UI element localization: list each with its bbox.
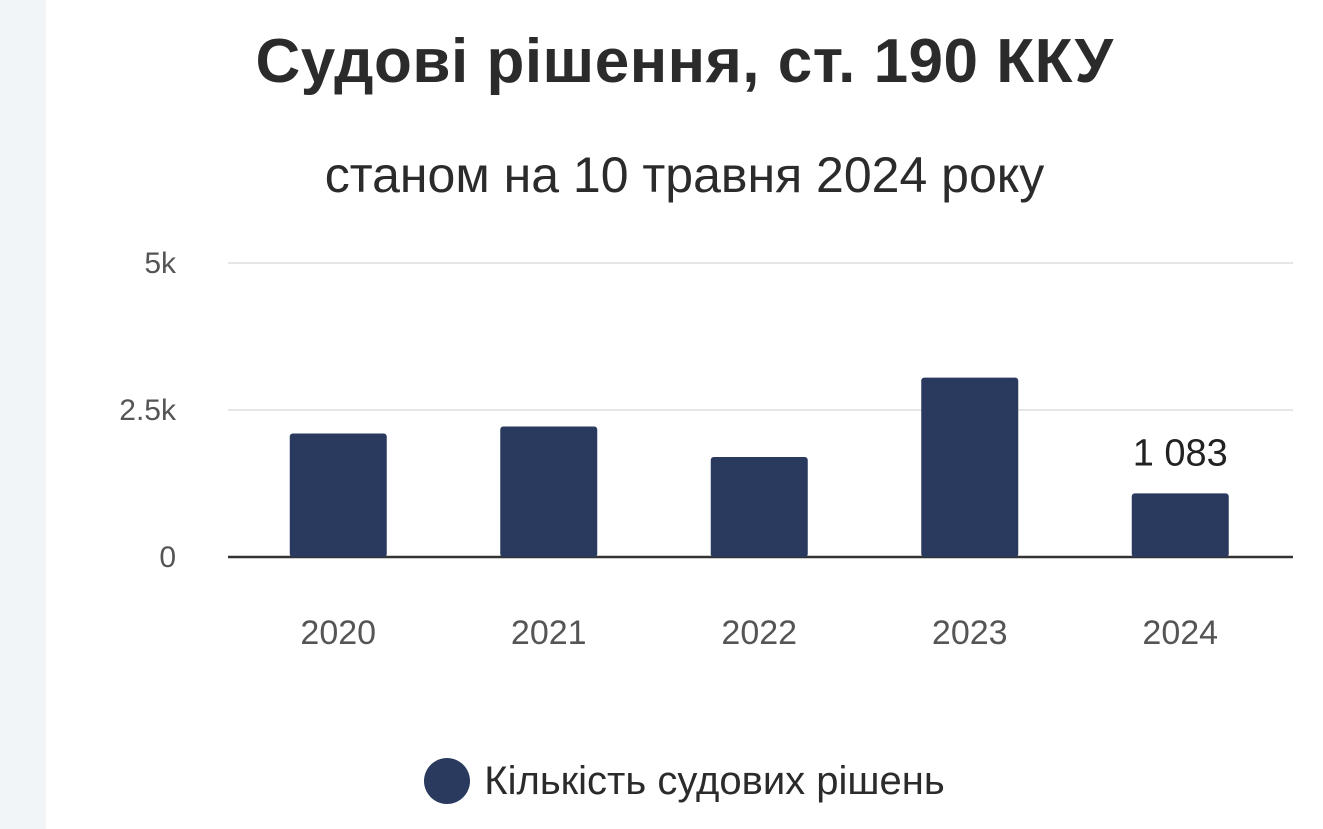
y-tick-label: 5k (144, 247, 177, 280)
x-tick-label: 2023 (932, 614, 1008, 652)
legend: Кількість судових рішень (0, 758, 1323, 804)
x-tick-label: 2024 (1142, 614, 1218, 652)
legend-swatch (424, 758, 471, 804)
y-axis-ticks: 0 2.5k 5k (119, 247, 177, 574)
bar-2022 (710, 457, 808, 557)
bar-2020 (289, 433, 387, 557)
data-labels: 1 083 (1133, 432, 1228, 474)
x-tick-label: 2020 (300, 614, 376, 652)
bar-2024 (1131, 493, 1229, 557)
chart-subtitle: станом на 10 травня 2024 року (324, 147, 1045, 203)
x-tick-label: 2021 (511, 614, 587, 652)
bar-2021 (500, 426, 598, 557)
x-axis-ticks: 2020 2021 2022 2023 2024 (300, 614, 1218, 652)
y-tick-label: 2.5k (119, 394, 177, 427)
bars (289, 377, 1229, 557)
chart-title: Судові рішення, ст. 190 ККУ (255, 27, 1114, 96)
legend-label: Кількість судових рішень (484, 758, 945, 803)
y-tick-label: 0 (159, 541, 176, 574)
left-margin-strip (0, 0, 46, 829)
x-tick-label: 2022 (721, 614, 797, 652)
bar-2023 (921, 377, 1019, 557)
data-label-2024: 1 083 (1133, 432, 1228, 474)
